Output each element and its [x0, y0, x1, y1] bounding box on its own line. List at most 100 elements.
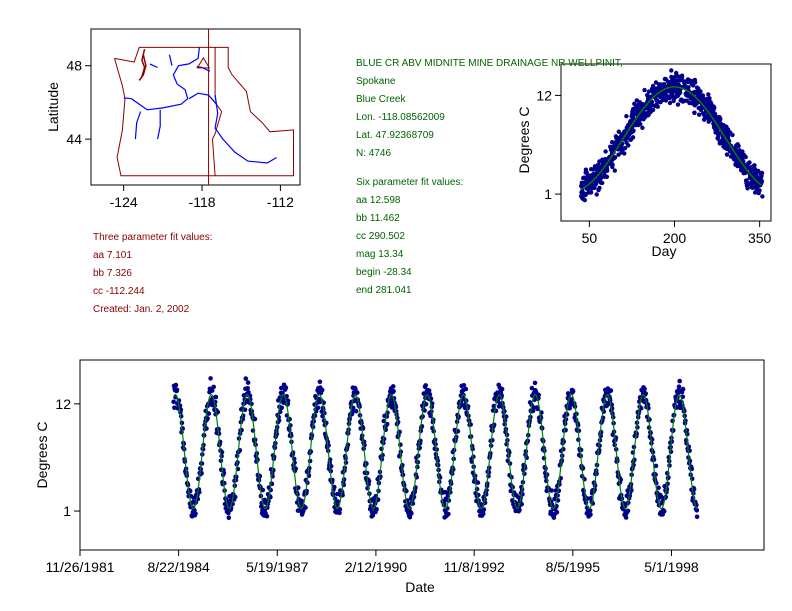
data-point — [752, 190, 758, 195]
data-point — [628, 118, 633, 124]
data-point — [694, 101, 699, 106]
data-point — [666, 95, 671, 100]
data-point — [585, 186, 590, 191]
data-point — [226, 510, 231, 516]
data-point — [461, 383, 467, 388]
data-point — [626, 143, 631, 148]
data-point — [713, 130, 718, 135]
data-point — [694, 514, 700, 520]
fit-curve — [173, 393, 698, 510]
data-point — [625, 508, 631, 514]
data-point — [733, 162, 738, 167]
data-point — [217, 439, 223, 445]
data-point — [317, 379, 323, 385]
data-point — [626, 133, 631, 138]
data-point — [656, 485, 661, 491]
station-name: BLUE CR ABV MIDNITE MINE DRAINAGE NR WEL… — [356, 58, 623, 69]
data-point — [193, 511, 198, 516]
y-tick-label: 12 — [55, 396, 71, 412]
data-point — [374, 506, 379, 512]
data-point — [674, 89, 679, 94]
data-point — [645, 105, 650, 110]
puget-sound — [138, 49, 147, 81]
x-tick-label: -124 — [110, 194, 138, 210]
data-point — [631, 107, 636, 112]
six-param-aa: aa 12.598 — [356, 195, 401, 206]
data-point — [565, 391, 571, 396]
data-point — [499, 386, 505, 392]
data-point — [676, 74, 681, 79]
data-point — [628, 137, 633, 142]
data-point — [638, 116, 643, 122]
data-point — [706, 92, 711, 97]
data-point — [519, 501, 524, 507]
data-point — [279, 385, 284, 391]
data-point — [748, 182, 754, 187]
data-point — [646, 89, 652, 94]
data-point — [490, 437, 495, 443]
data-point — [554, 509, 560, 515]
data-point — [670, 77, 675, 83]
data-point — [303, 505, 308, 510]
data-point — [758, 171, 763, 177]
x-tick-label: 350 — [748, 230, 772, 246]
data-point — [583, 167, 589, 172]
data-point — [619, 150, 624, 155]
data-point — [694, 508, 700, 513]
timeseries-frame — [79, 359, 765, 551]
data-point — [337, 510, 342, 516]
three-param-heading: Three parameter fit values: — [93, 232, 213, 243]
six-param-heading: Six parameter fit values: — [356, 177, 464, 188]
river-line — [123, 47, 200, 111]
data-point — [674, 70, 679, 76]
data-point — [677, 378, 682, 384]
six-param-cc: cc 290.502 — [356, 231, 405, 242]
data-point — [579, 180, 584, 185]
data-point — [332, 484, 337, 490]
data-point — [658, 94, 663, 100]
data-point — [595, 163, 600, 168]
data-point — [337, 507, 343, 512]
data-point — [226, 515, 232, 520]
three-param-cc: cc -112.244 — [93, 286, 145, 297]
data-point — [299, 498, 305, 504]
x-tick-label: -112 — [267, 194, 294, 210]
data-point — [409, 511, 414, 516]
data-point — [549, 488, 554, 493]
data-point — [679, 73, 685, 78]
data-point — [602, 173, 607, 178]
station-stream: Blue Creek — [356, 94, 406, 105]
data-point — [631, 444, 637, 450]
data-point — [700, 111, 706, 116]
data-point — [536, 392, 541, 398]
data-point — [739, 168, 744, 173]
data-point — [232, 494, 238, 500]
data-point — [716, 115, 721, 120]
data-point — [631, 128, 636, 133]
three-param-aa: aa 7.101 — [93, 250, 132, 261]
data-point — [532, 380, 538, 386]
state-outline-wa-or — [114, 46, 223, 177]
station-lat: Lat. 47.92368709 — [356, 130, 434, 141]
data-point — [676, 384, 682, 390]
data-point — [711, 106, 716, 111]
data-point — [610, 164, 615, 170]
data-point — [260, 487, 266, 493]
x-tick-label: 8/22/1984 — [147, 559, 209, 575]
data-point — [602, 169, 607, 174]
data-point — [752, 171, 757, 176]
x-tick-label: 5/1/1998 — [644, 559, 699, 575]
three-param-bb: bb 7.326 — [93, 268, 132, 279]
data-point — [663, 77, 669, 82]
data-point — [653, 463, 659, 469]
data-point — [355, 390, 360, 395]
data-point — [745, 186, 750, 191]
data-point — [173, 382, 179, 388]
data-point — [733, 145, 738, 150]
data-point — [584, 180, 589, 185]
state-outline-id — [215, 46, 294, 177]
data-point — [700, 93, 706, 98]
data-point — [731, 157, 737, 162]
site-marker-icon — [196, 56, 211, 69]
data-point — [610, 140, 615, 145]
